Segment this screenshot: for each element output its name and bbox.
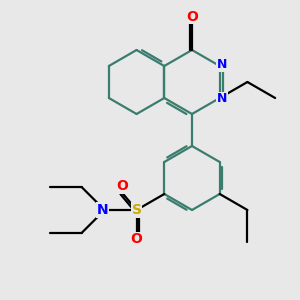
- Text: O: O: [116, 179, 128, 193]
- Text: N: N: [217, 58, 227, 71]
- Text: O: O: [130, 232, 142, 246]
- Text: N: N: [217, 92, 227, 106]
- Text: N: N: [97, 203, 108, 217]
- Text: O: O: [186, 10, 198, 24]
- Text: S: S: [132, 203, 142, 217]
